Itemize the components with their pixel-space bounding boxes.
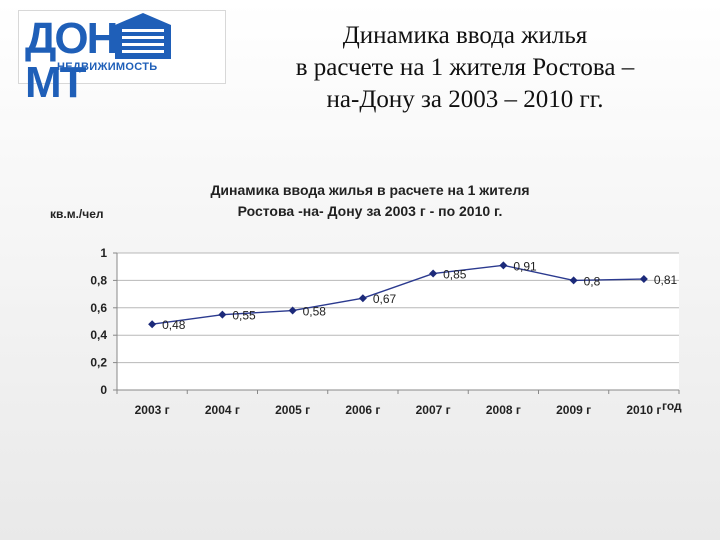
logo-main-right: МТ — [25, 58, 87, 107]
data-point — [218, 310, 227, 319]
series-line — [152, 264, 644, 325]
data-label: 0,8 — [584, 274, 601, 288]
chart-title: Динамика ввода жилья в расчете на 1 жите… — [120, 180, 620, 222]
data-point — [429, 269, 438, 278]
data-label: 0,81 — [654, 273, 678, 287]
x-tick-label: 2006 г — [345, 403, 380, 417]
y-axis-label: кв.м./чел — [50, 207, 104, 221]
company-logo: ДОНМТ НЕДВИЖИМОСТЬ — [18, 10, 226, 105]
logo-subtitle: НЕДВИЖИМОСТЬ — [57, 61, 158, 73]
data-point — [639, 275, 648, 284]
slide-title-line: на-Дону за 2003 – 2010 гг. — [326, 86, 604, 113]
data-label: 0,48 — [162, 318, 186, 332]
y-tick-label: 0 — [100, 383, 107, 397]
y-tick-label: 0,4 — [90, 328, 107, 342]
slide-title-line: в расчете на 1 жителя Ростова – — [295, 54, 635, 81]
slide-title: Динамика ввода жилья в расчете на 1 жите… — [240, 20, 690, 116]
x-axis-label: год — [662, 399, 682, 413]
data-point — [358, 294, 367, 303]
y-tick-label: 0,2 — [90, 356, 107, 370]
x-tick-label: 2004 г — [205, 403, 240, 417]
x-tick-label: 2010 г — [626, 403, 661, 417]
data-label: 0,85 — [443, 268, 467, 282]
x-tick-label: 2008 г — [486, 403, 521, 417]
data-point — [288, 306, 297, 315]
plot-area — [117, 253, 679, 390]
slide-title-line: Динамика ввода жилья — [342, 22, 588, 49]
data-point — [569, 276, 578, 285]
data-label: 0,91 — [513, 259, 537, 273]
y-tick-label: 1 — [100, 246, 107, 260]
x-tick-label: 2007 г — [416, 403, 451, 417]
logo-main-left: ДОН — [25, 14, 118, 63]
data-point — [148, 320, 157, 329]
data-label: 0,55 — [232, 309, 256, 323]
x-tick-label: 2009 г — [556, 403, 591, 417]
chart-title-line: Ростова -на- Дону за 2003 г - по 2010 г. — [237, 203, 503, 219]
y-tick-label: 0,6 — [90, 301, 107, 315]
data-label: 0,58 — [303, 305, 327, 319]
y-tick-label: 0,8 — [90, 273, 107, 287]
chart-title-line: Динамика ввода жилья в расчете на 1 жите… — [210, 182, 530, 198]
x-tick-label: 2005 г — [275, 403, 310, 417]
building-icon — [115, 13, 171, 59]
x-tick-label: 2003 г — [135, 403, 170, 417]
logo-main-text: ДОНМТ — [25, 17, 225, 105]
data-label: 0,67 — [373, 292, 397, 306]
data-point — [499, 261, 508, 270]
